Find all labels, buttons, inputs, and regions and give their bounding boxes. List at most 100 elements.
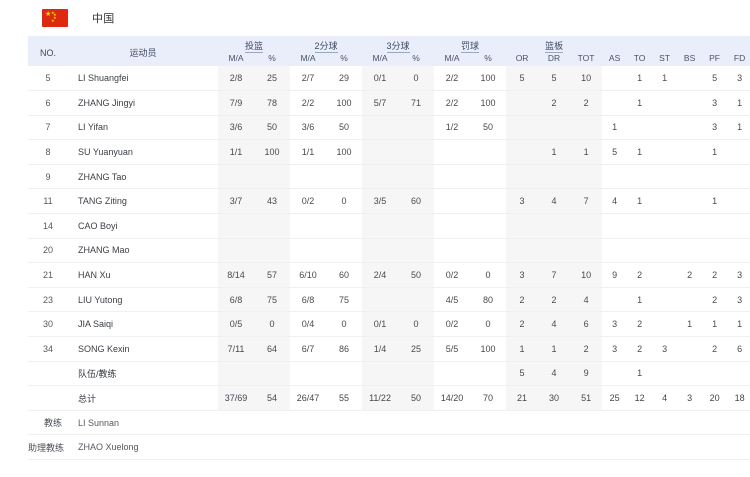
cell-player-name: ZHANG Jingyi bbox=[78, 97, 136, 108]
cell-fd bbox=[727, 189, 750, 214]
cell-p3-pct bbox=[398, 238, 435, 263]
header-2pt-ma: M/A bbox=[290, 52, 327, 66]
cell-ft-pct bbox=[470, 189, 506, 214]
team-name-label: 中国 bbox=[92, 13, 115, 25]
cell-ft-pct bbox=[470, 214, 506, 239]
cell-ft-pct: 100 bbox=[480, 73, 496, 84]
cell-p3-pct: 60 bbox=[398, 188, 435, 214]
cell-st bbox=[652, 361, 677, 386]
header-ft-ma: M/A bbox=[434, 52, 471, 66]
cell-p2-ma: 6/7 bbox=[301, 343, 315, 354]
cell-reb-or bbox=[506, 115, 539, 140]
cell-ft-pct: 0 bbox=[485, 319, 491, 330]
cell-p3-ma bbox=[362, 139, 399, 165]
cell-reb-dr: 5 bbox=[538, 66, 571, 91]
cell-ft-ma: 0/2 bbox=[445, 319, 459, 330]
cell-fg-pct: 0 bbox=[254, 311, 291, 337]
cell-no bbox=[28, 361, 68, 386]
cell-p2-pct: 0 bbox=[341, 196, 347, 207]
header-player: 运动员 bbox=[68, 36, 218, 66]
cell-p2-pct: 100 bbox=[336, 147, 352, 158]
table-row[interactable]: 20 ZHANG Mao bbox=[28, 238, 750, 263]
table-row[interactable]: 9 ZHANG Tao bbox=[28, 164, 750, 189]
table-row[interactable]: 34 SONG Kexin 7/11 64 6/7 86 1/4 25 5/5 100 1 1 2 3 2 3… bbox=[28, 336, 750, 362]
cell-to: 1 bbox=[637, 294, 643, 305]
cell-p3-pct bbox=[398, 287, 435, 312]
table-row-total[interactable]: 总计 37/69 54 26/47 55 11/22 50 14/20 70 21 30 51 25 12… bbox=[28, 385, 750, 411]
cell-fg-ma: 7/11 bbox=[218, 336, 254, 362]
cell-fg-ma: 8/14 bbox=[218, 262, 254, 288]
cell-reb-or bbox=[506, 213, 539, 239]
cell-to: 1 bbox=[637, 97, 643, 108]
cell-ft-ma bbox=[434, 214, 470, 239]
header-3pt-pct: % bbox=[398, 52, 435, 66]
cell-no: 23 bbox=[42, 294, 53, 305]
cell-p2-ma: 0/2 bbox=[301, 196, 315, 207]
cell-reb-tot: 1 bbox=[570, 139, 603, 165]
cell-reb-dr: 30 bbox=[538, 385, 571, 411]
team-header: ★ ★ ★ ★ ★ 中国 bbox=[0, 0, 750, 36]
header-sub-row: M/A % M/A % M/A % M/A % OR DR TOT AS TO … bbox=[28, 52, 750, 66]
cell-fg-pct: 75 bbox=[254, 287, 291, 312]
cell-empty bbox=[434, 435, 470, 460]
cell-fd: 3 bbox=[737, 270, 743, 281]
cell-as: 4 bbox=[612, 196, 618, 207]
china-flag-icon: ★ ★ ★ ★ ★ bbox=[42, 9, 68, 27]
cell-pf bbox=[702, 214, 727, 239]
cell-as: 25 bbox=[609, 393, 620, 404]
cell-p3-pct: 0 bbox=[398, 311, 435, 337]
cell-empty bbox=[326, 435, 362, 460]
cell-fg-pct: 43 bbox=[254, 188, 291, 214]
cell-bs bbox=[677, 337, 702, 362]
cell-empty bbox=[254, 410, 290, 435]
cell-reb-or: 3 bbox=[506, 188, 539, 214]
cell-p3-ma: 3/5 bbox=[362, 188, 399, 214]
cell-player-name: CAO Boyi bbox=[78, 220, 118, 231]
cell-p3-ma bbox=[362, 287, 399, 312]
coach-name: LI Sunnan bbox=[78, 417, 120, 428]
cell-no: 8 bbox=[45, 147, 51, 158]
cell-pf bbox=[702, 164, 727, 189]
cell-st bbox=[652, 140, 677, 165]
cell-to: 1 bbox=[637, 147, 643, 158]
cell-p2-pct: 86 bbox=[339, 343, 350, 354]
table-row-team[interactable]: 队伍/教练 5 4 9 1 bbox=[28, 361, 750, 386]
cell-pf: 2 bbox=[712, 270, 718, 281]
cell-pf: 2 bbox=[712, 343, 718, 354]
cell-reb-or: 2 bbox=[506, 311, 539, 337]
cell-p3-ma bbox=[362, 213, 399, 239]
table-row[interactable]: 5 LI Shuangfei 2/8 25 2/7 29 0/1 0 2/2 100 5 5 10 1 1 5… bbox=[28, 66, 750, 91]
cell-pf: 1 bbox=[712, 196, 718, 207]
cell-empty bbox=[677, 435, 702, 460]
cell-empty bbox=[470, 435, 506, 460]
cell-bs bbox=[677, 189, 702, 214]
cell-empty bbox=[627, 435, 652, 460]
cell-fd bbox=[727, 214, 750, 239]
flag-star-large: ★ bbox=[45, 11, 52, 18]
cell-reb-or: 5 bbox=[506, 66, 539, 91]
cell-reb-tot: 9 bbox=[570, 361, 603, 386]
cell-p2-pct: 60 bbox=[339, 270, 350, 281]
cell-ft-ma bbox=[434, 361, 470, 386]
table-row[interactable]: 6 ZHANG Jingyi 7/9 78 2/2 100 5/7 71 2/2 100 2 2 1 3 1… bbox=[28, 90, 750, 116]
cell-reb-dr: 2 bbox=[538, 287, 571, 312]
cell-as bbox=[602, 361, 627, 386]
cell-reb-dr bbox=[538, 238, 571, 263]
cell-as: 5 bbox=[612, 147, 618, 158]
table-row[interactable]: 14 CAO Boyi bbox=[28, 213, 750, 239]
cell-p2-ma: 2/2 bbox=[301, 97, 315, 108]
cell-p3-ma bbox=[362, 238, 399, 263]
cell-p3-pct bbox=[398, 139, 435, 165]
cell-ft-ma: 0/2 bbox=[445, 270, 459, 281]
cell-p3-pct: 50 bbox=[398, 262, 435, 288]
cell-ft-pct: 0 bbox=[485, 270, 491, 281]
cell-to: 2 bbox=[637, 319, 643, 330]
cell-p2-pct: 29 bbox=[339, 73, 350, 84]
table-row[interactable]: 30 JIA Saiqi 0/5 0 0/4 0 0/1 0 0/2 0 2 4 6 3 2 1 1 1 bbox=[28, 311, 750, 337]
cell-empty bbox=[362, 410, 398, 435]
